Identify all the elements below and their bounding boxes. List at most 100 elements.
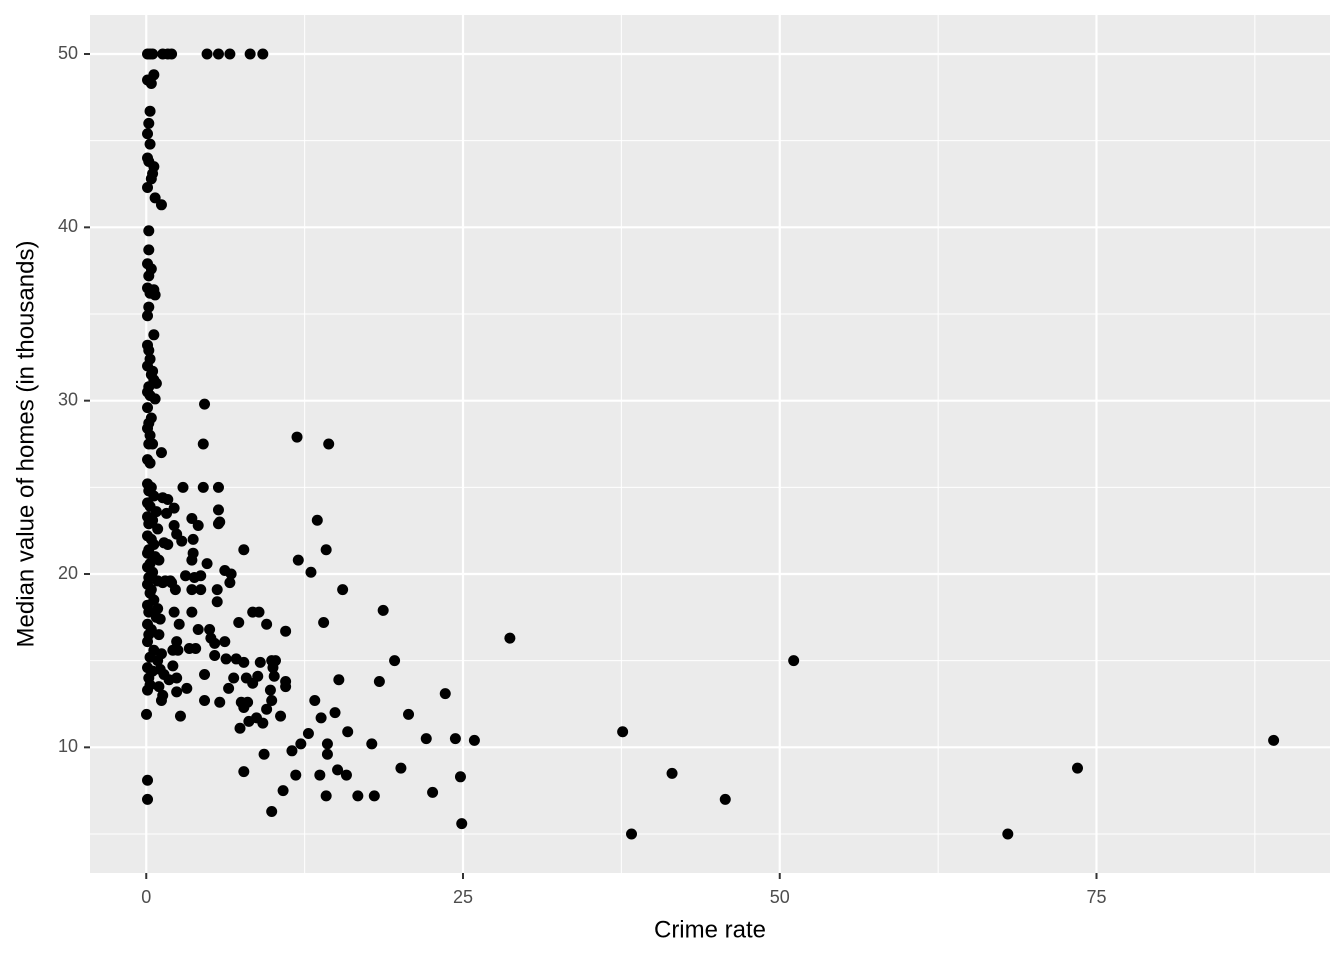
- point: [148, 490, 160, 502]
- point: [277, 785, 289, 797]
- point: [233, 617, 245, 629]
- point: [286, 745, 298, 757]
- point: [174, 710, 186, 722]
- x-tick-label: 50: [770, 887, 790, 907]
- point: [143, 270, 155, 282]
- point: [171, 636, 183, 648]
- point: [145, 173, 157, 185]
- point: [238, 544, 250, 556]
- point: [1071, 762, 1083, 774]
- point: [224, 577, 236, 589]
- point: [164, 575, 176, 587]
- point: [292, 554, 304, 566]
- point: [456, 818, 468, 830]
- point: [192, 623, 204, 635]
- point: [142, 684, 154, 696]
- point: [155, 447, 167, 459]
- point: [186, 606, 198, 618]
- point: [142, 128, 154, 140]
- point: [147, 438, 159, 450]
- y-tick-label: 40: [58, 216, 78, 236]
- point: [449, 733, 461, 745]
- y-tick-label: 20: [58, 563, 78, 583]
- point: [157, 48, 169, 60]
- point: [167, 644, 179, 656]
- point: [155, 199, 167, 211]
- point: [199, 669, 211, 681]
- point: [258, 748, 270, 760]
- point: [212, 518, 224, 530]
- point: [143, 117, 155, 129]
- points: [141, 48, 1280, 840]
- point: [238, 766, 250, 778]
- point: [142, 774, 154, 786]
- point: [173, 618, 185, 630]
- point: [211, 596, 223, 608]
- point: [147, 48, 159, 60]
- point: [187, 533, 199, 545]
- point: [617, 726, 629, 738]
- point: [212, 504, 224, 516]
- point: [142, 310, 154, 322]
- point: [143, 244, 155, 256]
- x-tick-label: 0: [141, 887, 151, 907]
- point: [321, 738, 333, 750]
- point: [666, 767, 678, 779]
- point: [152, 523, 164, 535]
- point: [158, 537, 170, 549]
- point: [234, 722, 246, 734]
- point: [180, 570, 192, 582]
- point: [154, 613, 166, 625]
- point: [220, 653, 232, 665]
- point: [144, 287, 156, 299]
- point: [291, 431, 303, 443]
- y-tick-label: 30: [58, 389, 78, 409]
- point: [295, 738, 307, 750]
- point: [219, 636, 231, 648]
- point: [454, 771, 466, 783]
- point: [199, 398, 211, 410]
- point: [352, 790, 364, 802]
- point: [235, 696, 247, 708]
- point: [148, 329, 160, 341]
- point: [266, 655, 278, 667]
- point: [266, 695, 278, 707]
- point: [161, 507, 173, 519]
- point: [188, 571, 200, 583]
- point: [329, 707, 341, 719]
- point: [145, 369, 157, 381]
- y-tick-label: 50: [58, 43, 78, 63]
- point: [152, 575, 164, 587]
- point: [320, 790, 332, 802]
- point: [223, 682, 235, 694]
- point: [219, 565, 231, 577]
- point: [309, 695, 321, 707]
- point: [153, 681, 165, 693]
- point: [153, 629, 165, 641]
- point: [201, 48, 213, 60]
- point: [144, 105, 156, 117]
- point: [337, 584, 349, 596]
- point: [240, 672, 252, 684]
- point: [247, 606, 259, 618]
- point: [305, 566, 317, 578]
- grid: [90, 15, 1330, 873]
- point: [268, 670, 280, 682]
- point: [468, 734, 480, 746]
- point: [368, 790, 380, 802]
- point: [280, 675, 292, 687]
- point: [280, 625, 292, 637]
- panel: [90, 15, 1330, 873]
- point: [257, 48, 269, 60]
- point: [377, 604, 389, 616]
- point: [366, 738, 378, 750]
- point: [244, 48, 256, 60]
- point: [275, 710, 287, 722]
- point: [340, 769, 352, 781]
- point: [323, 438, 335, 450]
- point: [302, 727, 314, 739]
- point: [168, 606, 180, 618]
- point: [504, 632, 516, 644]
- point: [373, 675, 385, 687]
